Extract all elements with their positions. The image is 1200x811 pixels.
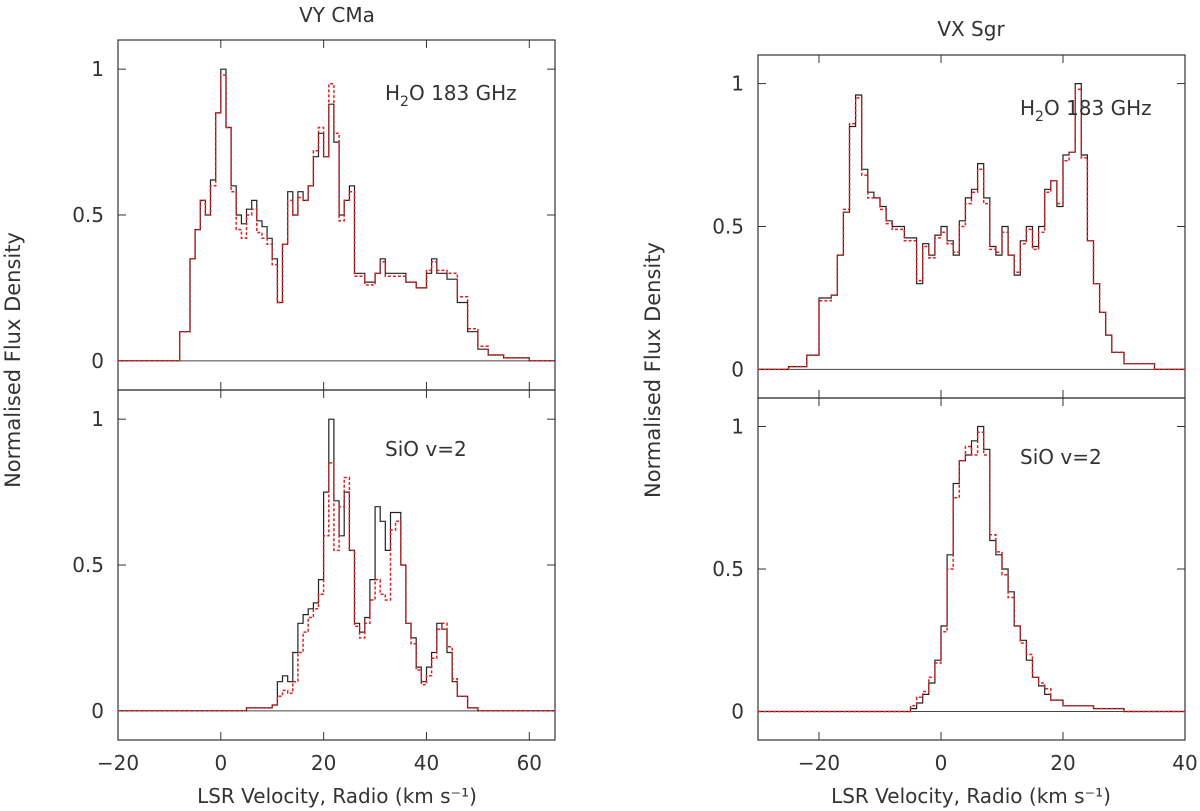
ytick-label-c0-p1-2: 1	[91, 407, 104, 431]
panel-label-c0-p0: H2O 183 GHz	[385, 81, 517, 110]
series-observed-c0-p1	[118, 418, 555, 712]
panel-vy-cma-h2o: 0 0.5 1 H2O 183 GHz	[72, 39, 556, 391]
panel-label-main-c1-p1: SiO v=2	[1020, 445, 1102, 469]
series-model-c1-p1	[758, 431, 1185, 713]
ytick-label-c0-p0-0: 0	[91, 349, 104, 373]
xtick-label-c0-p1-0: −20	[97, 751, 139, 775]
series-observed-c1-p0	[758, 83, 1185, 370]
ytick-label-c0-p0-1: 0.5	[72, 203, 104, 227]
panel-vx-sgr-sio: 0 0.5 1 −20 0 20 40 SiO v=2	[712, 397, 1198, 775]
y-axis-label-right: Normalised Flux Density	[641, 242, 665, 498]
ytick-label-c0-p1-0: 0	[91, 699, 104, 723]
title-vx-sgr: VX Sgr	[937, 17, 1005, 41]
xtick-label-c1-p1-1: 0	[935, 751, 948, 775]
ytick-label-c0-p0-2: 1	[91, 57, 104, 81]
ytick-label-c0-p1-1: 0.5	[72, 553, 104, 577]
x-axis-label-left: LSR Velocity, Radio (km s⁻¹)	[197, 784, 477, 808]
panel-label-main-c0-p1: SiO v=2	[385, 437, 467, 461]
xtick-label-c0-p1-3: 40	[414, 751, 439, 775]
series-model-c1-p0	[758, 88, 1185, 371]
panel-vx-sgr-h2o: 0 0.5 1 H2O 183 GHz	[712, 54, 1186, 399]
title-vy-cma: VY CMa	[299, 3, 375, 27]
panel-label-c1-p1: SiO v=2	[1020, 445, 1102, 469]
series-observed-c0-p0	[118, 68, 555, 362]
ytick-label-c1-p1-1: 0.5	[712, 557, 744, 581]
panel-label-main-c0-p0: H	[385, 81, 400, 105]
x-axis-label-right: LSR Velocity, Radio (km s⁻¹)	[831, 784, 1111, 808]
series-model-c0-p0	[118, 74, 555, 362]
panel-vy-cma-sio: 0 0.5 1 −20 0 20 40 60 SiO v=2	[72, 389, 556, 775]
panel-label-c0-p1: SiO v=2	[385, 437, 467, 461]
xtick-label-c0-p1-4: 60	[517, 751, 542, 775]
xtick-label-c1-p1-2: 20	[1050, 751, 1075, 775]
series-observed-c1-p1	[758, 425, 1185, 713]
xtick-label-c1-p1-0: −20	[798, 751, 840, 775]
panel-label-rest-c1-p0: O 183 GHz	[1044, 96, 1152, 120]
panel-label-main-c1-p0: H	[1020, 96, 1035, 120]
panel-label-sub-c1-p0: 2	[1035, 109, 1044, 125]
chart-vy-cma: VY CMa Normalised Flux Density LSR Veloc…	[1, 3, 556, 808]
chart-vx-sgr: VX Sgr Normalised Flux Density LSR Veloc…	[641, 17, 1198, 808]
xtick-label-c0-p1-2: 20	[311, 751, 336, 775]
y-axis-label-left: Normalised Flux Density	[1, 232, 25, 488]
xtick-label-c1-p1-3: 40	[1172, 751, 1197, 775]
panel-label-sub-c0-p0: 2	[400, 94, 409, 110]
series-model-c0-p1	[118, 462, 555, 712]
ytick-label-c1-p0-1: 0.5	[712, 215, 744, 239]
xtick-label-c0-p1-1: 0	[214, 751, 227, 775]
ytick-label-c1-p0-0: 0	[731, 357, 744, 381]
panel-label-c1-p0: H2O 183 GHz	[1020, 96, 1152, 125]
ytick-label-c1-p1-2: 1	[731, 415, 744, 439]
ytick-label-c1-p0-2: 1	[731, 72, 744, 96]
ytick-label-c1-p1-0: 0	[731, 700, 744, 724]
frame-c0-p1	[117, 389, 556, 741]
panel-label-rest-c0-p0: O 183 GHz	[409, 81, 517, 105]
